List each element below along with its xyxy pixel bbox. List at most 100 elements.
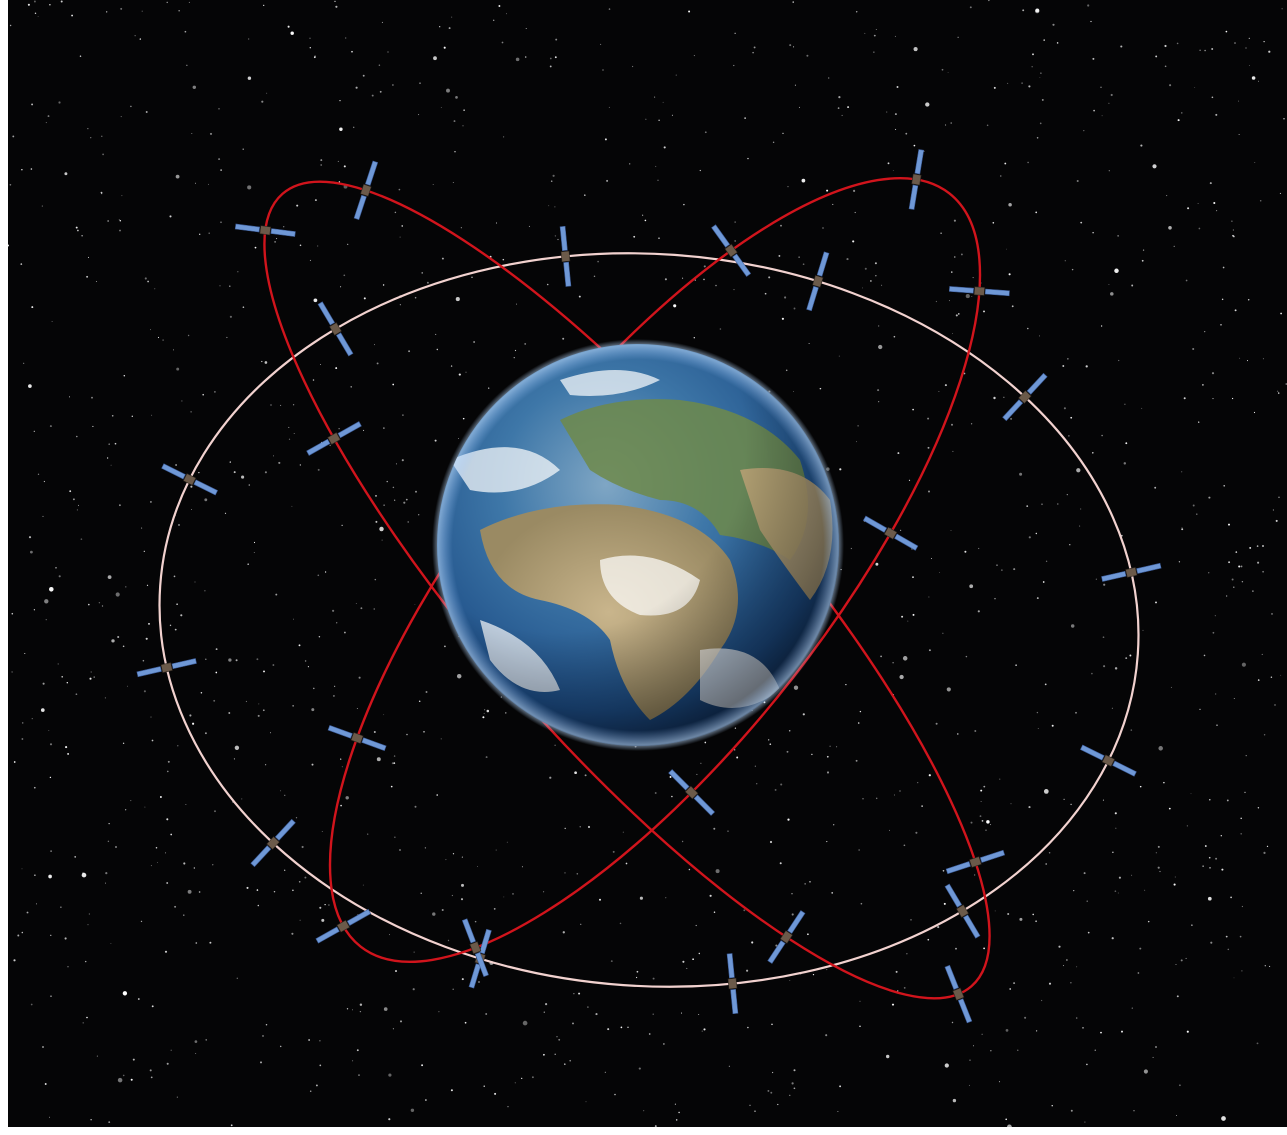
star <box>941 68 944 71</box>
star <box>1262 545 1264 547</box>
star <box>1032 913 1034 916</box>
star <box>875 562 879 566</box>
star <box>1248 37 1250 40</box>
star <box>242 148 244 150</box>
star <box>658 237 660 239</box>
star <box>1100 1031 1102 1034</box>
star <box>1159 870 1161 873</box>
star <box>270 404 272 406</box>
star <box>1259 200 1262 202</box>
star <box>942 632 944 634</box>
star <box>1086 900 1088 902</box>
star <box>981 820 984 822</box>
star <box>167 760 170 763</box>
star <box>1108 170 1110 172</box>
star <box>395 970 397 972</box>
star <box>352 1060 354 1062</box>
star <box>356 707 358 709</box>
solar-panel <box>945 861 971 875</box>
star <box>1194 87 1196 88</box>
star <box>713 911 716 913</box>
star <box>452 853 455 855</box>
star <box>981 1033 983 1035</box>
star <box>597 260 599 263</box>
star <box>768 276 771 279</box>
star <box>376 362 379 365</box>
star <box>149 500 152 503</box>
star <box>1232 229 1234 231</box>
star <box>122 742 125 744</box>
star <box>524 342 527 345</box>
star <box>1026 505 1029 507</box>
star <box>1183 397 1186 400</box>
star <box>170 1049 172 1051</box>
star <box>572 1022 574 1025</box>
star <box>955 947 957 950</box>
star <box>1254 162 1256 164</box>
star <box>61 675 64 678</box>
star <box>1035 8 1040 13</box>
star <box>1080 221 1083 224</box>
star <box>147 280 149 283</box>
star <box>186 64 188 66</box>
solar-panel <box>816 251 830 277</box>
star <box>166 1 168 4</box>
solar-panel <box>136 666 162 678</box>
star <box>1112 851 1114 853</box>
star <box>1281 8 1283 10</box>
star <box>338 428 340 430</box>
star <box>374 344 375 346</box>
star <box>387 51 389 53</box>
star <box>579 826 581 828</box>
solar-panel <box>1101 570 1127 582</box>
star <box>587 1006 589 1008</box>
star <box>383 427 385 429</box>
star <box>122 1074 125 1077</box>
star <box>775 944 778 947</box>
star <box>1278 496 1280 499</box>
star <box>414 603 416 605</box>
star <box>1190 793 1192 795</box>
star <box>313 687 315 690</box>
star <box>150 716 152 718</box>
star <box>1027 161 1029 164</box>
satellite <box>327 724 387 752</box>
star <box>505 712 507 714</box>
star <box>495 849 497 851</box>
star <box>1272 509 1274 511</box>
star <box>1102 799 1104 801</box>
star <box>321 918 325 922</box>
star <box>399 236 401 238</box>
star <box>826 841 828 843</box>
star <box>1101 115 1103 117</box>
satellite <box>944 883 981 939</box>
star <box>791 913 794 916</box>
star <box>392 84 394 86</box>
star <box>33 786 36 789</box>
star <box>1013 982 1016 985</box>
star <box>955 314 958 317</box>
star <box>399 304 401 306</box>
star <box>858 849 860 851</box>
star <box>275 593 278 596</box>
star <box>779 862 782 865</box>
star <box>1035 532 1037 535</box>
star <box>905 132 908 135</box>
star <box>381 21 383 23</box>
star <box>1092 232 1094 234</box>
star <box>209 941 212 944</box>
star <box>619 922 622 925</box>
star <box>1040 72 1042 74</box>
star <box>1154 486 1157 489</box>
star <box>921 805 923 807</box>
star <box>562 337 565 340</box>
solar-panel <box>1112 760 1137 777</box>
star <box>1133 1110 1135 1112</box>
star <box>119 220 122 222</box>
star <box>191 509 192 510</box>
star <box>176 1096 178 1098</box>
star <box>126 685 128 687</box>
star <box>1063 407 1066 410</box>
satellite-body <box>266 836 280 850</box>
star <box>148 622 150 625</box>
